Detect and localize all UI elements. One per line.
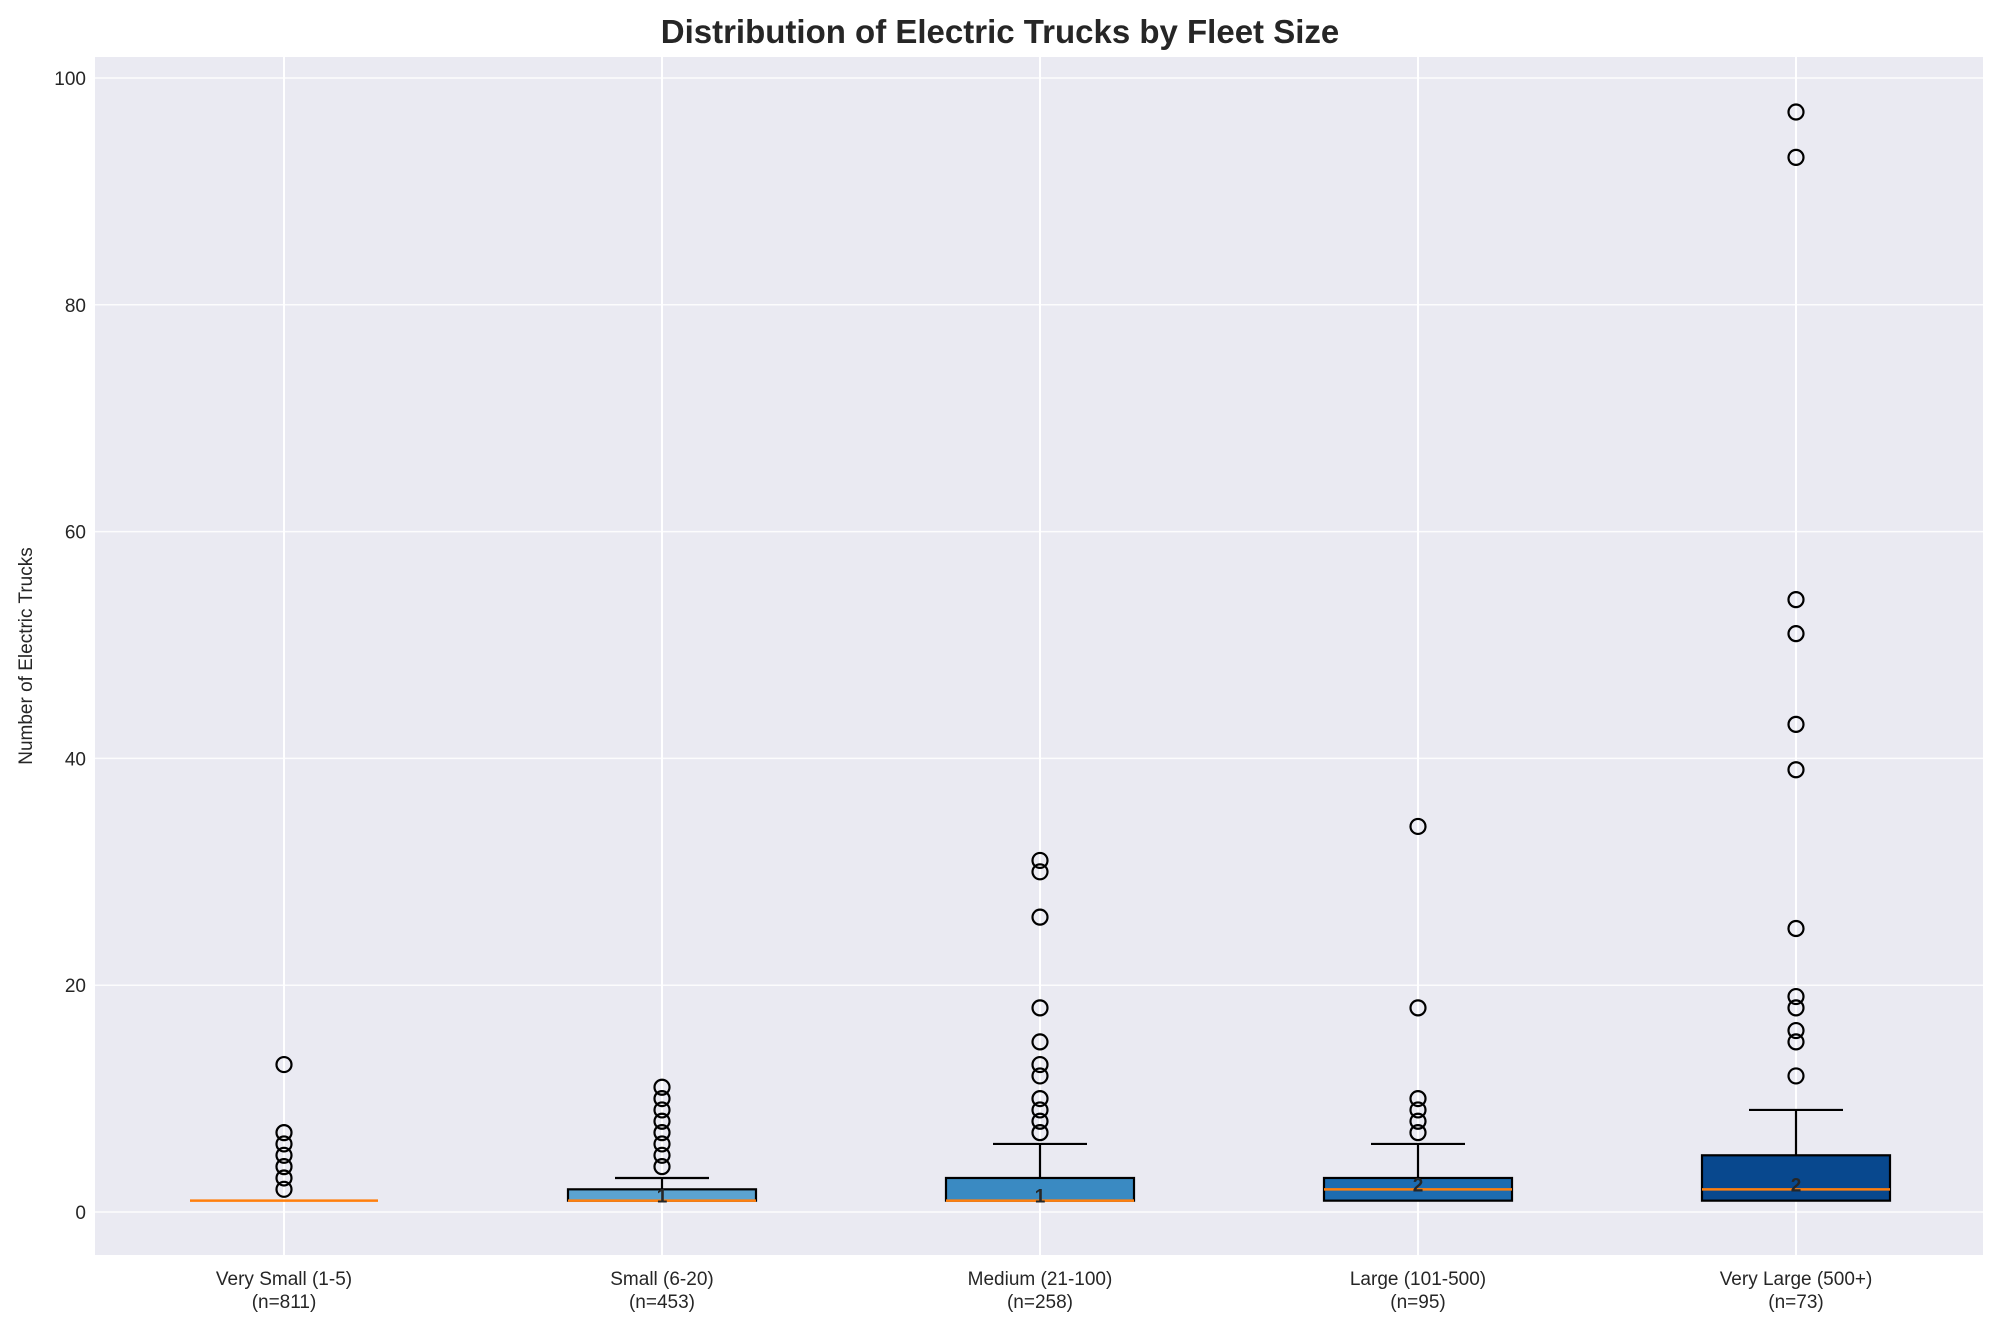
outlier-point (275, 1158, 293, 1176)
outlier-point (653, 1112, 671, 1130)
x-tick-label: Large (101-500) (1350, 1269, 1486, 1290)
median-label: 2 (1413, 1175, 1424, 1196)
outlier-point (1787, 919, 1805, 938)
outlier-point (1409, 1101, 1427, 1119)
outlier-point (1787, 999, 1805, 1017)
box-very-large-500: 2 (1700, 103, 1892, 1202)
x-tick-label: Very Large (500+) (1720, 1269, 1873, 1290)
outlier-point (1787, 591, 1805, 609)
outlier-point (653, 1101, 671, 1119)
y-axis-ticks: 0 20 40 60 80 100 (54, 69, 86, 1224)
outlier-point (1031, 1124, 1049, 1142)
outlier-point (1409, 1124, 1427, 1142)
outlier-point (1031, 1089, 1049, 1108)
x-tick-count: (n=73) (1768, 1292, 1823, 1313)
outlier-point (653, 1135, 671, 1153)
y-tick-label: 0 (75, 1203, 86, 1224)
grid-lines (95, 57, 1983, 1255)
x-tick-count: (n=258) (1007, 1292, 1073, 1313)
x-tick-count: (n=811) (252, 1292, 317, 1313)
y-tick-label: 100 (54, 69, 86, 90)
boxes: 1 1 2 2 (190, 103, 1892, 1208)
outlier-point (653, 1158, 671, 1176)
x-tick-label: Medium (21-100) (968, 1269, 1113, 1290)
outlier-point (1409, 1112, 1427, 1130)
y-tick-label: 60 (65, 523, 86, 544)
outlier-point (275, 1180, 293, 1198)
outlier-point (1787, 148, 1805, 166)
outlier-point (1031, 1112, 1049, 1130)
outlier-point (1787, 1033, 1805, 1051)
median-label: 2 (1791, 1175, 1802, 1196)
outlier-point (1031, 851, 1049, 870)
box-medium-21-100: 1 (944, 851, 1136, 1208)
median-label: 1 (657, 1187, 668, 1208)
outlier-point (275, 1169, 293, 1187)
outlier-point (1409, 1089, 1427, 1108)
x-tick-label: Small (6-20) (610, 1269, 713, 1290)
y-tick-label: 20 (65, 976, 86, 997)
outlier-point (1409, 999, 1427, 1017)
iqr-box (1700, 1154, 1892, 1202)
x-axis-ticks: Very Small (1-5)(n=811) Small (6-20)(n=45… (216, 1269, 1872, 1313)
outlier-point (1787, 1067, 1805, 1085)
box-very-small-1-5 (190, 1055, 378, 1202)
box-small-6-20: 1 (566, 1078, 758, 1208)
outlier-point (275, 1135, 293, 1153)
outlier-point (653, 1089, 671, 1108)
outlier-point (1031, 863, 1049, 881)
outlier-point (275, 1146, 293, 1164)
x-tick-count: (n=95) (1390, 1292, 1445, 1313)
box-large-101-500: 2 (1322, 817, 1514, 1202)
outlier-point (1031, 1067, 1049, 1085)
outlier-point (1409, 817, 1427, 836)
chart-title: Distribution of Electric Trucks by Fleet… (661, 13, 1340, 50)
outlier-point (1787, 715, 1805, 733)
x-tick-label: Very Small (1-5) (216, 1269, 352, 1290)
median-label: 1 (1035, 1187, 1046, 1208)
outlier-point (1787, 987, 1805, 1006)
y-tick-label: 40 (65, 749, 86, 770)
outlier-point (653, 1124, 671, 1142)
x-tick-count: (n=453) (629, 1292, 695, 1313)
outlier-point (1787, 1021, 1805, 1040)
outlier-point (1031, 999, 1049, 1017)
outlier-point (1787, 103, 1805, 121)
outlier-point (275, 1124, 293, 1142)
outlier-point (1031, 908, 1049, 926)
outlier-point (1787, 625, 1805, 643)
outlier-point (1031, 1101, 1049, 1119)
y-axis-label: Number of Electric Trucks (16, 547, 37, 765)
y-tick-label: 80 (65, 296, 86, 317)
outlier-point (1031, 1055, 1049, 1074)
outlier-point (653, 1078, 671, 1096)
outlier-point (1787, 761, 1805, 779)
outlier-point (1031, 1033, 1049, 1051)
outlier-point (653, 1146, 671, 1164)
outlier-point (275, 1055, 293, 1074)
